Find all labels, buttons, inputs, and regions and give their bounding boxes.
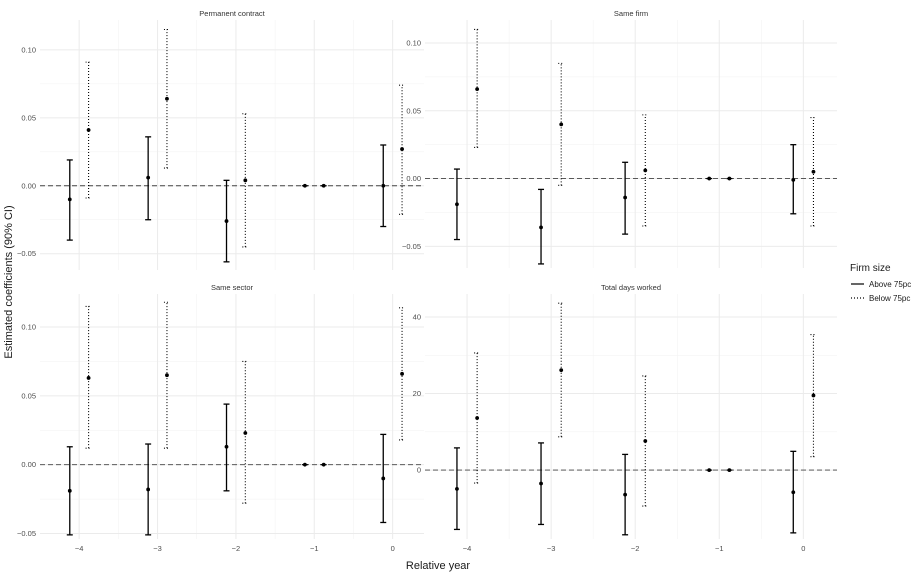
point-estimate-above — [67, 488, 72, 493]
point-estimate-below — [400, 147, 404, 151]
panel-same-firm: −0.05 0.00 0.05 0.10 Same firm — [402, 9, 837, 268]
point-estimate-below — [165, 96, 169, 101]
legend-title: Firm size — [850, 263, 891, 274]
y-tick-label: 20 — [413, 389, 421, 398]
point-estimate-below — [475, 416, 480, 420]
y-tick-label: −0.05 — [17, 249, 36, 258]
point-estimate-above — [146, 487, 151, 492]
x-axis-title: Relative year — [406, 560, 471, 572]
x-tick-label: 0 — [391, 544, 395, 553]
legend-label-above-75pc: Above 75pc — [869, 280, 911, 289]
point-estimate-above — [381, 183, 386, 188]
point-estimate-above — [67, 197, 72, 202]
point-estimate-below — [321, 462, 326, 467]
point-estimate-above — [707, 468, 712, 472]
point-estimate-below — [559, 368, 564, 373]
point-estimate-above — [146, 175, 151, 180]
y-tick-label: 40 — [413, 312, 421, 321]
x-tick-label: −1 — [715, 544, 724, 553]
point-estimate-below — [727, 468, 732, 472]
y-tick-label: 0.00 — [21, 460, 36, 469]
panel-same-sector: −0.05 0.00 0.05 0.10 −4 −3 −2 −1 0 Same sector — [17, 283, 424, 553]
point-estimate-below — [811, 393, 816, 398]
point-estimate-below — [243, 178, 248, 183]
point-estimate-below — [727, 176, 732, 181]
y-tick-label: 0 — [417, 466, 421, 475]
x-tick-label: −3 — [153, 544, 162, 553]
panel-title: Total days worked — [601, 283, 661, 292]
point-estimate-below — [643, 439, 648, 443]
point-estimate-above — [302, 462, 307, 467]
x-tick-label: −4 — [463, 544, 472, 553]
point-estimate-below — [86, 376, 91, 380]
point-estimate-above — [455, 202, 459, 207]
point-estimate-below — [643, 168, 648, 173]
point-estimate-above — [381, 476, 386, 481]
point-estimate-above — [791, 178, 796, 182]
y-axis-title: Estimated coefficients (90% CI) — [3, 205, 15, 358]
point-estimate-above — [791, 490, 796, 495]
point-estimate-below — [165, 373, 169, 378]
panel-total-days-worked: 0 20 40 −4 −3 −2 −1 0 Total days worked — [413, 283, 837, 553]
y-tick-label: 0.05 — [21, 113, 36, 122]
panel-title: Same firm — [614, 9, 648, 18]
point-estimate-below — [475, 87, 480, 92]
y-tick-label: 0.10 — [406, 39, 421, 48]
y-tick-label: 0.10 — [21, 323, 36, 332]
y-tick-label: 0.10 — [21, 45, 36, 54]
point-estimate-above — [707, 176, 712, 181]
y-tick-label: 0.05 — [406, 106, 421, 115]
point-estimate-below — [559, 122, 564, 127]
point-estimate-above — [623, 195, 628, 200]
point-estimate-above — [224, 219, 229, 223]
point-estimate-above — [539, 481, 543, 486]
y-tick-label: 0.05 — [21, 391, 36, 400]
x-tick-label: −2 — [631, 544, 640, 553]
x-tick-label: −2 — [232, 544, 241, 553]
point-estimate-above — [455, 486, 459, 491]
point-estimate-above — [539, 225, 543, 230]
y-tick-label: 0.00 — [406, 174, 421, 183]
point-estimate-above — [302, 183, 307, 188]
y-tick-label: −0.05 — [17, 529, 36, 538]
x-tick-label: −3 — [547, 544, 556, 553]
legend: Firm size Above 75pc Below 75pc — [850, 263, 911, 303]
panel-title: Permanent contract — [199, 9, 265, 18]
legend-label-below-75pc: Below 75pc — [869, 294, 910, 303]
point-estimate-below — [86, 128, 91, 132]
point-estimate-above — [623, 492, 628, 497]
point-estimate-above — [224, 444, 229, 449]
panel-permanent-contract: −0.05 0.00 0.05 0.10 Permanent contract — [17, 9, 424, 270]
x-tick-label: −1 — [310, 544, 319, 553]
x-tick-label: −4 — [75, 544, 84, 553]
y-tick-label: −0.05 — [402, 242, 421, 251]
y-tick-label: 0.00 — [21, 181, 36, 190]
point-estimate-below — [243, 431, 248, 435]
x-tick-label: 0 — [801, 544, 805, 553]
point-estimate-below — [321, 183, 326, 188]
panel-title: Same sector — [211, 283, 254, 292]
point-estimate-below — [400, 371, 404, 376]
point-estimate-below — [811, 169, 816, 174]
